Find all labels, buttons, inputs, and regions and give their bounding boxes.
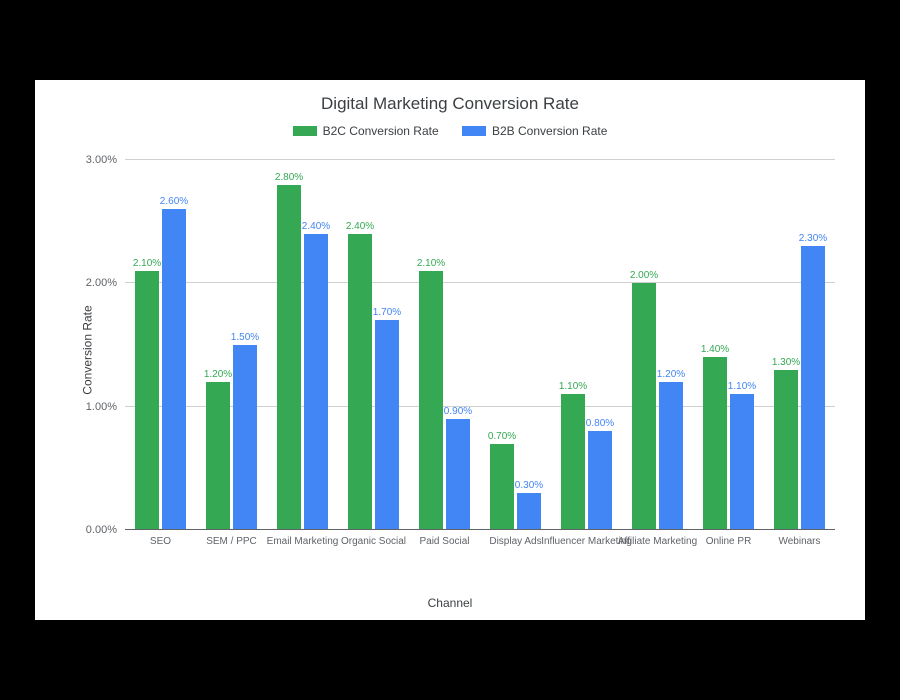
bar-b2b: 0.90% (446, 419, 470, 530)
bar-group: 2.10%0.90%Paid Social (409, 160, 480, 530)
bar-b2c: 1.10% (561, 394, 585, 530)
legend-item-b2b: B2B Conversion Rate (462, 124, 607, 138)
bars-container: 2.10%2.60%SEO1.20%1.50%SEM / PPC2.80%2.4… (125, 160, 835, 530)
value-label: 2.10% (133, 258, 161, 271)
value-label: 1.10% (559, 381, 587, 394)
plot-area: 0.00%1.00%2.00%3.00% 2.10%2.60%SEO1.20%1… (125, 160, 835, 530)
value-label: 1.10% (728, 381, 756, 394)
chart-title: Digital Marketing Conversion Rate (35, 94, 865, 114)
value-label: 2.10% (417, 258, 445, 271)
bar-b2c: 2.40% (348, 234, 372, 530)
bar-group: 1.30%2.30%Webinars (764, 160, 835, 530)
bar-b2c: 2.10% (419, 271, 443, 530)
value-label: 1.30% (772, 357, 800, 370)
value-label: 1.70% (373, 307, 401, 320)
bar-b2c: 1.30% (774, 370, 798, 530)
value-label: 0.30% (515, 480, 543, 493)
bar-b2b: 1.10% (730, 394, 754, 530)
bar-b2b: 2.40% (304, 234, 328, 530)
value-label: 2.40% (302, 221, 330, 234)
legend-item-b2c: B2C Conversion Rate (293, 124, 439, 138)
value-label: 2.00% (630, 270, 658, 283)
y-tick-label: 2.00% (86, 277, 117, 289)
chart-legend: B2C Conversion Rate B2B Conversion Rate (35, 124, 865, 139)
legend-label-b2b: B2B Conversion Rate (492, 124, 607, 138)
value-label: 1.40% (701, 344, 729, 357)
bar-b2c: 2.10% (135, 271, 159, 530)
y-axis-title: Conversion Rate (81, 305, 95, 394)
bar-b2b: 2.30% (801, 246, 825, 530)
legend-label-b2c: B2C Conversion Rate (323, 124, 439, 138)
value-label: 0.90% (444, 406, 472, 419)
value-label: 2.30% (799, 233, 827, 246)
bar-b2b: 2.60% (162, 209, 186, 530)
y-tick-label: 1.00% (86, 401, 117, 413)
y-tick-label: 0.00% (86, 524, 117, 536)
bar-b2b: 1.50% (233, 345, 257, 530)
bar-group: 2.80%2.40%Email Marketing (267, 160, 338, 530)
value-label: 1.20% (657, 369, 685, 382)
x-tick-label: Webinars (750, 536, 849, 548)
x-axis-title: Channel (35, 596, 865, 610)
bar-b2b: 1.20% (659, 382, 683, 530)
bar-b2b: 0.30% (517, 493, 541, 530)
value-label: 0.80% (586, 418, 614, 431)
value-label: 1.20% (204, 369, 232, 382)
bar-b2b: 1.70% (375, 320, 399, 530)
bar-group: 0.70%0.30%Display Ads (480, 160, 551, 530)
bar-group: 2.00%1.20%Affiliate Marketing (622, 160, 693, 530)
bar-b2c: 1.40% (703, 357, 727, 530)
chart-panel: Digital Marketing Conversion Rate B2C Co… (35, 80, 865, 620)
x-axis-baseline (125, 529, 835, 530)
value-label: 2.40% (346, 221, 374, 234)
bar-group: 2.10%2.60%SEO (125, 160, 196, 530)
bar-group: 1.40%1.10%Online PR (693, 160, 764, 530)
bar-b2c: 2.80% (277, 185, 301, 530)
value-label: 2.80% (275, 172, 303, 185)
value-label: 0.70% (488, 431, 516, 444)
value-label: 1.50% (231, 332, 259, 345)
value-label: 2.60% (160, 196, 188, 209)
bar-group: 1.10%0.80%Influencer Marketing (551, 160, 622, 530)
legend-swatch-b2b (462, 126, 486, 136)
bar-group: 1.20%1.50%SEM / PPC (196, 160, 267, 530)
bar-group: 2.40%1.70%Organic Social (338, 160, 409, 530)
bar-b2c: 1.20% (206, 382, 230, 530)
bar-b2c: 0.70% (490, 444, 514, 530)
legend-swatch-b2c (293, 126, 317, 136)
bar-b2b: 0.80% (588, 431, 612, 530)
y-tick-label: 3.00% (86, 154, 117, 166)
bar-b2c: 2.00% (632, 283, 656, 530)
